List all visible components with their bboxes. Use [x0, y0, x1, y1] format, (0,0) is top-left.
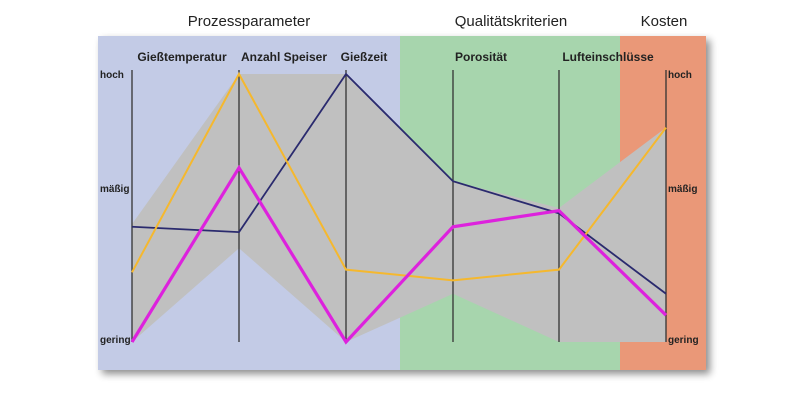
level-label-right: gering	[668, 335, 699, 346]
range-band-area	[132, 74, 666, 342]
group-title: Kosten	[641, 13, 688, 30]
axis-name: Porosität	[455, 50, 507, 64]
level-label-left: gering	[100, 335, 131, 346]
group-title: Qualitätskriterien	[455, 13, 568, 30]
axis-name: Gießzeit	[341, 50, 388, 64]
level-label-left: mäßig	[100, 184, 129, 195]
axis-name: Lufteinschlüsse	[562, 50, 654, 64]
series-line	[130, 164, 668, 345]
group-title: Prozessparameter	[188, 13, 311, 30]
group-titles: Prozessparameter Qualitätskriterien Kosten	[188, 13, 688, 30]
level-label-left: hoch	[100, 70, 124, 81]
range-band	[132, 74, 666, 342]
level-label-right: mäßig	[668, 184, 697, 195]
series-lines	[130, 71, 668, 345]
axis-name: Gießtemperatur	[137, 50, 227, 64]
series-line	[131, 71, 667, 282]
level-label-right: hoch	[668, 70, 692, 81]
axis-labels: Gießtemperatur Anzahl Speiser Gießzeit Poro…	[100, 50, 699, 346]
axis-name: Anzahl Speiser	[241, 50, 327, 64]
axes	[131, 70, 667, 342]
